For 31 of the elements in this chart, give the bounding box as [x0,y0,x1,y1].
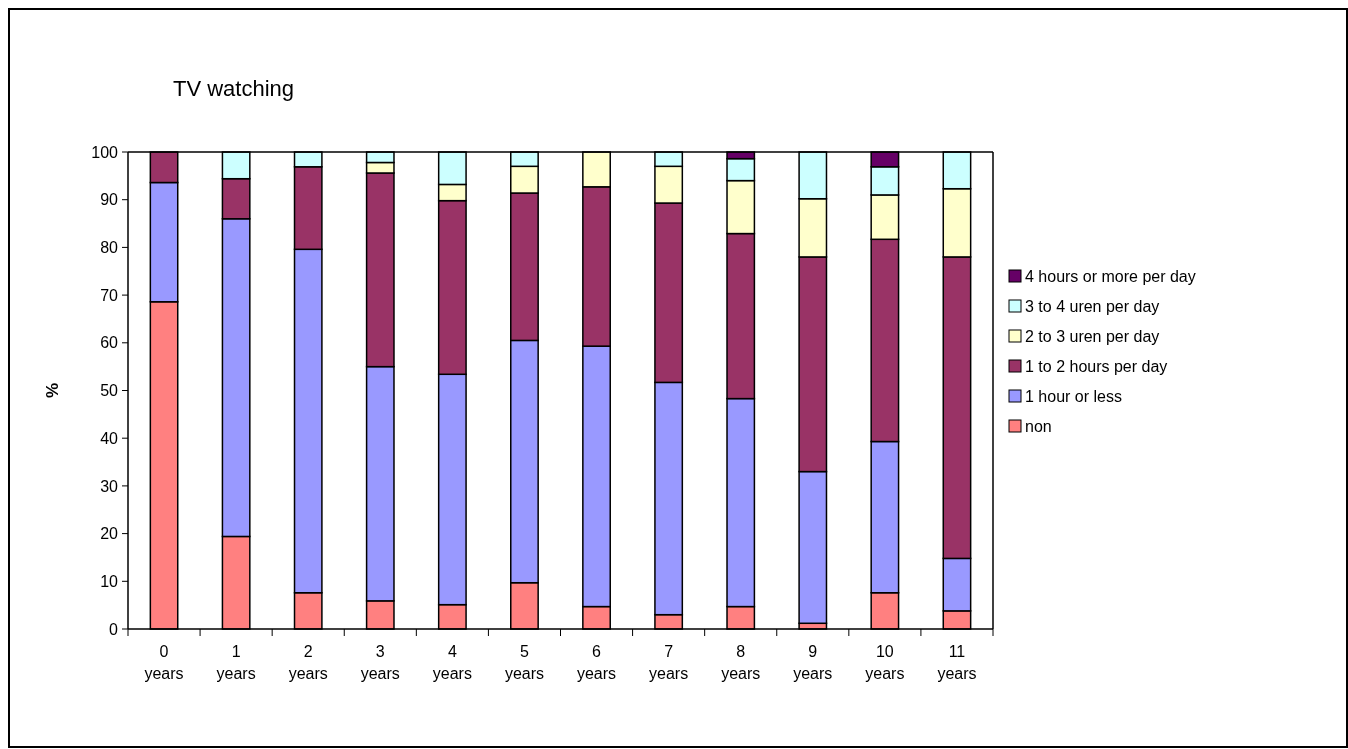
legend-label: 3 to 4 uren per day [1025,297,1160,315]
legend-label: 2 to 3 uren per day [1025,327,1160,345]
chart-title: TV watching [173,76,295,101]
y-tick-label: 50 [100,382,119,400]
legend-label: 1 to 2 hours per day [1025,357,1168,375]
x-tick-label: 3 years [360,643,400,682]
y-axis-title: % [43,382,62,399]
x-tick-label: 4 years [432,643,472,682]
y-tick-label: 80 [100,239,119,256]
y-tick-label: 0 [109,620,119,638]
x-tick-label: 6 years [576,643,617,682]
x-tick-label: 10 years [865,643,905,682]
y-tick-label: 10 [100,572,119,590]
y-tick-label: 30 [100,477,119,495]
legend-label: 1 hour or less [1025,387,1122,405]
x-tick-label: 11 years [937,643,977,682]
y-tick-label: 100 [91,143,119,161]
x-tick-label: 8 years [721,643,761,682]
y-tick-label: 70 [100,286,119,304]
y-tick-label: 40 [100,429,119,447]
legend-label: 4 hours or more per day [1025,267,1196,285]
x-tick-label: 2 years [288,643,328,682]
y-tick-label: 60 [100,334,119,352]
x-tick-label: 5 years [504,643,545,682]
x-tick-label: 1 years [216,643,256,682]
legend-label: non [1025,417,1052,435]
x-tick-label: 0 years [144,643,184,682]
y-tick-label: 90 [100,191,119,209]
y-tick-label: 20 [100,525,119,543]
x-tick-label: 7 years [649,643,689,682]
x-tick-label: 9 years [793,643,833,682]
